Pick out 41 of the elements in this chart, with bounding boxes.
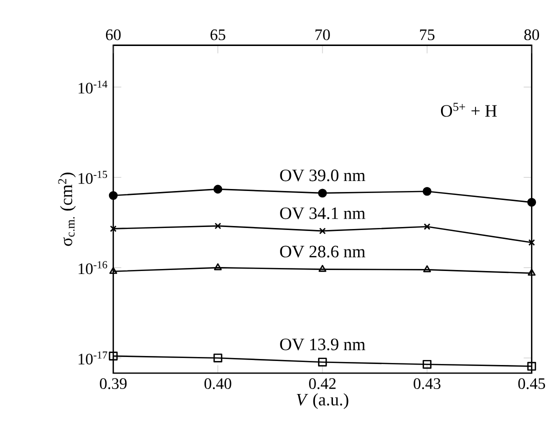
point: [422, 186, 432, 196]
point: [528, 268, 536, 276]
point: [318, 188, 327, 198]
point: [213, 353, 222, 362]
series-label: OV 34.1 nm: [280, 207, 366, 220]
point: [213, 184, 222, 194]
point: [319, 227, 326, 234]
x2-tick-label: 70: [316, 29, 330, 40]
series-label: OV 13.9 nm: [280, 338, 366, 350]
y-tick-label: 10$^{-16}$: [78, 260, 108, 274]
annotation: O$^{5+}$ + H: [440, 102, 497, 117]
point: [108, 351, 118, 360]
x-tick-label: 0.43: [414, 378, 440, 389]
point: [214, 263, 222, 270]
x2-tick-label: 75: [420, 29, 434, 40]
x-tick-label: 0.40: [204, 378, 232, 389]
x2-tick-label: 80: [524, 29, 540, 40]
point: [424, 223, 430, 230]
point: [109, 266, 118, 274]
x-axis-title: V (a.u.): [296, 393, 348, 409]
y-tick-label: 10$^{-17}$: [78, 351, 108, 364]
series-label: OV 39.0 nm: [280, 169, 366, 182]
x-tick-label: 0.39: [100, 378, 127, 389]
y-axis-title: σ$_{c.m.}$ (cm$^{2}$): [58, 172, 76, 246]
point: [423, 265, 431, 272]
point: [422, 360, 432, 369]
x2-tick-label: 65: [210, 29, 226, 40]
point: [110, 225, 117, 232]
point: [527, 198, 536, 206]
x2-tick-label: 60: [106, 29, 121, 40]
point: [108, 190, 118, 200]
y-tick-label: 10$^{-15}$: [78, 170, 108, 184]
point: [318, 358, 327, 366]
x-tick-label: 0.42: [309, 378, 336, 389]
point: [214, 222, 222, 230]
series-label: OV 28.6 nm: [280, 246, 366, 258]
y-tick-label: 10$^{-14}$: [78, 80, 108, 94]
point: [318, 264, 326, 272]
x-tick-label: 0.45: [518, 378, 546, 389]
point: [527, 362, 536, 370]
point: [528, 239, 535, 246]
